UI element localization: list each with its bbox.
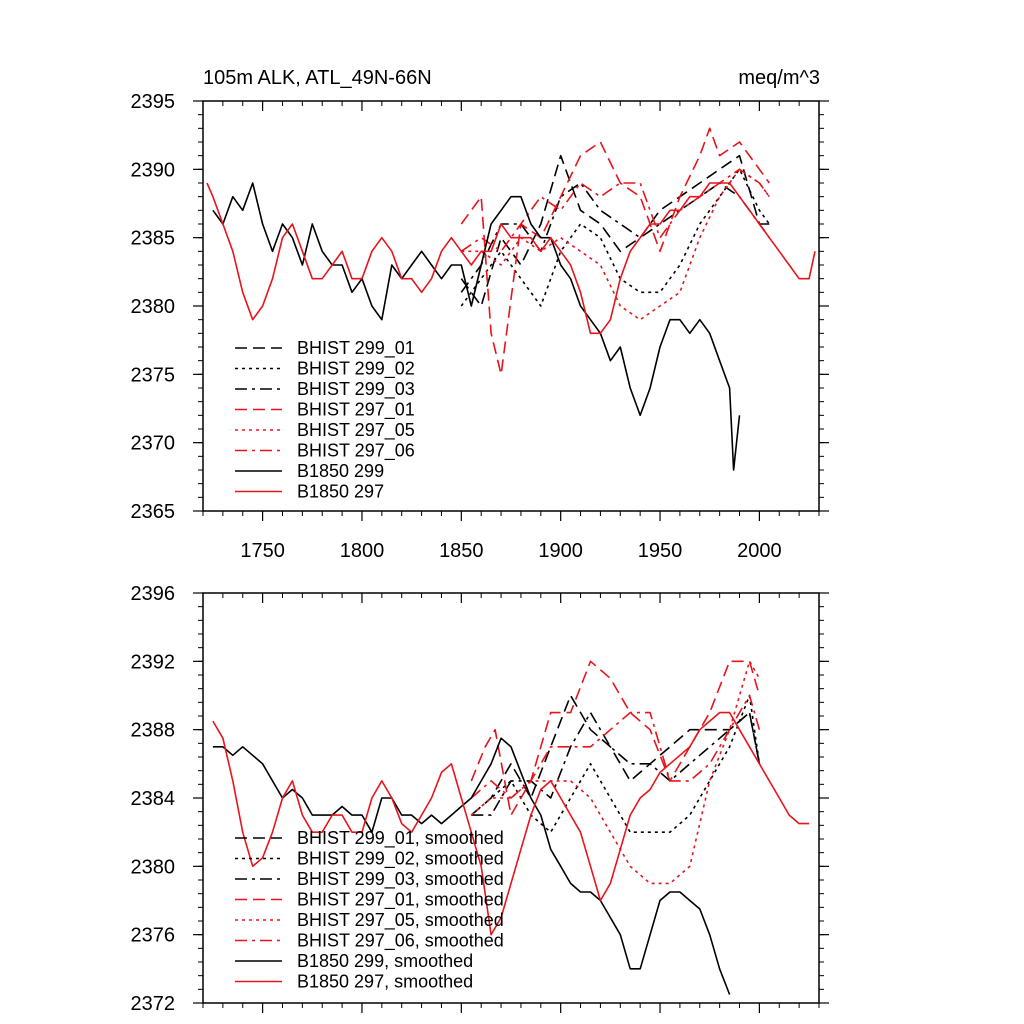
series-line-b1850-297-smoothed — [212, 711, 810, 936]
series-line-b1850-299-smoothed — [212, 737, 731, 995]
y-tick-label: 2370 — [131, 433, 176, 455]
legend-label: BHIST 299_03, smoothed — [297, 869, 504, 890]
units-label: meq/m^3 — [738, 67, 820, 89]
series-line-bhist-299-03-smoothed — [471, 711, 761, 816]
y-tick-label: 2372 — [131, 993, 176, 1015]
legend-label: B1850 299 — [297, 461, 384, 481]
y-tick-label: 2388 — [131, 720, 176, 742]
y-tick-label: 2385 — [131, 228, 176, 250]
panel-top: 105m ALK, ATL_49N-66N meq/m^3 1750 1800 18… — [131, 67, 829, 562]
series-line-bhist-297-06-smoothed — [470, 694, 761, 799]
y-tick-label: 2384 — [131, 788, 176, 810]
legend-label: BHIST 297_01, smoothed — [297, 890, 504, 911]
legend-label: BHIST 297_06 — [297, 441, 415, 462]
y-tick-label: 2390 — [131, 159, 176, 181]
legend-label: BHIST 297_05, smoothed — [297, 910, 504, 931]
series-group-top — [206, 127, 816, 471]
series-line-bhist-299-03 — [460, 182, 770, 293]
legend-label: BHIST 299_01 — [297, 338, 415, 359]
y-tick-label: 2396 — [131, 583, 176, 605]
series-line-bhist-297-05 — [461, 168, 770, 321]
y-tick-label: 2392 — [131, 651, 176, 673]
legend-label: BHIST 299_03 — [297, 379, 415, 400]
legend-label: B1850 297, smoothed — [297, 972, 473, 992]
legend-label: BHIST 299_02, smoothed — [297, 849, 504, 870]
legend-label: BHIST 297_06, smoothed — [297, 931, 504, 952]
y-tick-label: 2380 — [131, 296, 176, 318]
series-line-bhist-299-02 — [460, 168, 770, 307]
series-line-b1850-297 — [206, 182, 816, 335]
legend-label: B1850 299, smoothed — [297, 951, 473, 971]
series-line-bhist-299-01 — [460, 154, 770, 307]
series-line-bhist-297-01-smoothed — [470, 660, 761, 816]
panel-bottom: 2372 2376 2380 2384 2388 2392 2396 BHIST 299_0… — [131, 583, 829, 1015]
y-tick-label: 2395 — [131, 91, 176, 113]
x-tick-label: 1900 — [538, 540, 583, 562]
series-line-bhist-297-01 — [460, 127, 770, 376]
x-tick-label: 2000 — [737, 540, 782, 562]
legend-label: BHIST 297_01 — [297, 400, 415, 421]
x-tick-label: 1950 — [638, 540, 683, 562]
legend-label: BHIST 297_05 — [297, 420, 415, 441]
y-tick-label: 2365 — [131, 501, 176, 523]
legend-label: BHIST 299_02 — [297, 359, 415, 380]
legend-label: BHIST 299_01, smoothed — [297, 828, 504, 849]
x-tick-label: 1850 — [439, 540, 484, 562]
series-group-bottom — [212, 660, 810, 995]
series-line-bhist-297-05-smoothed — [470, 660, 761, 885]
chart-title: 105m ALK, ATL_49N-66N — [203, 67, 432, 89]
y-tick-label: 2380 — [131, 856, 176, 878]
legend-label: B1850 297 — [297, 482, 384, 502]
y-tick-label: 2376 — [131, 925, 176, 947]
series-line-b1850-299 — [212, 182, 741, 471]
x-tick-label: 1800 — [340, 540, 385, 562]
y-tick-label: 2375 — [131, 364, 176, 386]
series-line-bhist-297-06 — [460, 168, 770, 253]
x-tick-label: 1750 — [240, 540, 285, 562]
plot-frame-top — [202, 100, 820, 512]
